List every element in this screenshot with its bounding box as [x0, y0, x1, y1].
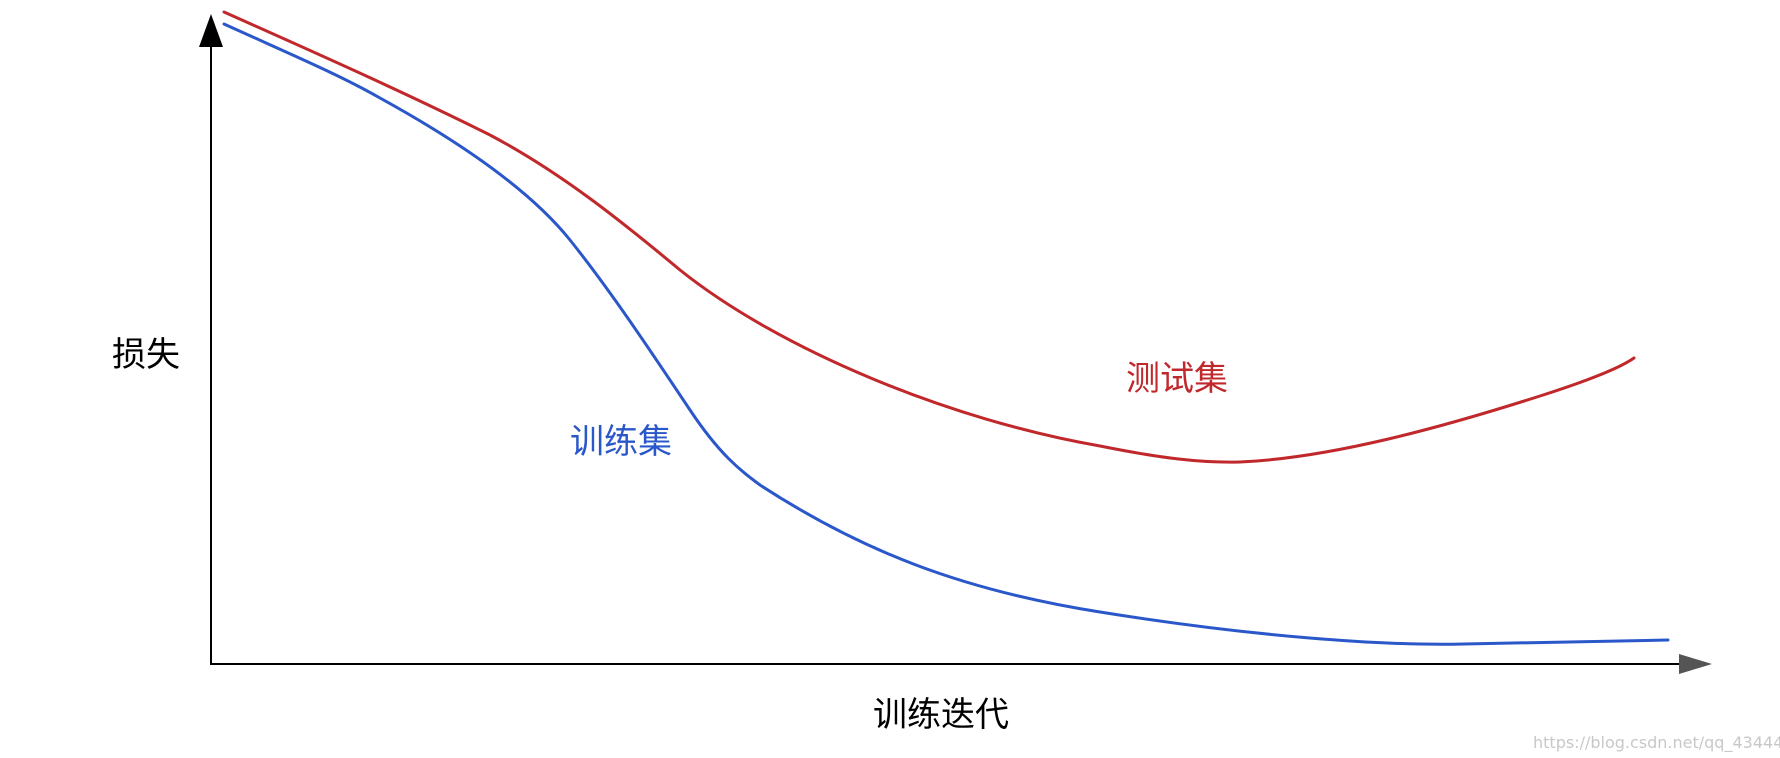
watermark-text: https://blog.csdn.net/qq_43444767 — [1533, 733, 1780, 753]
y-axis-arrowhead — [199, 14, 223, 47]
x-axis-arrowhead — [1679, 654, 1712, 674]
test-series-label: 测试集 — [1126, 359, 1228, 399]
y-axis-label: 损失 — [112, 335, 180, 375]
train-loss-curve — [222, 22, 1670, 646]
test-loss-curve — [222, 10, 1636, 464]
train-series-label: 训练集 — [570, 422, 672, 462]
x-axis-label: 训练迭代 — [873, 695, 1009, 735]
